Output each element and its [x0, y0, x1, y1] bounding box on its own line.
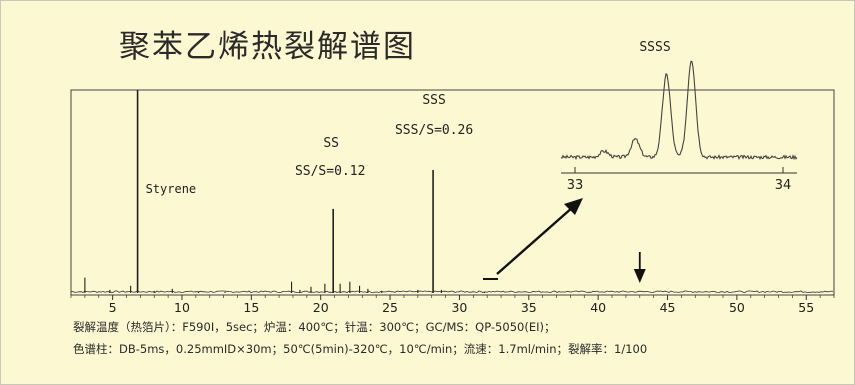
x-tick-label-10: 10 [174, 300, 190, 315]
x-tick-label-5: 5 [109, 300, 117, 315]
inset-arrow-shaft [496, 206, 574, 275]
inset-plot: 33 34 [560, 60, 798, 193]
inset-arrow-head [564, 198, 583, 215]
baseline-trace [70, 290, 834, 293]
annotation-ss-s-0-12: SS/S=0.12 [295, 164, 365, 179]
main-plot: 5 10 15 20 25 30 35 40 45 50 55 Styrene SS SS/S=0.12 S… [70, 40, 835, 315]
x-tick-label-30: 30 [451, 300, 467, 315]
x-tick-label-40: 40 [590, 300, 606, 315]
annotation-styrene: Styrene [146, 182, 197, 196]
x-tick-label-35: 35 [521, 300, 537, 315]
page-title: 聚苯乙烯热裂解谱图 [119, 29, 416, 65]
x-tick-label-15: 15 [243, 300, 259, 315]
annotation-sss-s-0-26: SSS/S=0.26 [395, 123, 473, 138]
annotation-sss: SSS [422, 93, 445, 108]
x-tick-label-55: 55 [798, 300, 814, 315]
x-tick-label-50: 50 [729, 300, 745, 315]
x-tick-label-45: 45 [660, 300, 676, 315]
plot-frame [70, 89, 835, 296]
x-tick-label-20: 20 [313, 300, 329, 315]
down-arrow-head [633, 269, 646, 283]
x-tick-label-25: 25 [382, 300, 398, 315]
pyrolysis-conditions-line-1: 裂解温度（热箔片）：F590I，5sec；炉温：400℃；针温：300℃；GC/… [73, 320, 556, 334]
inset-x-tick-label-34: 34 [775, 178, 792, 193]
annotation-ssss: SSSS [639, 40, 670, 55]
pyrolysis-conditions-line-2: 色谱柱：DB-5ms，0.25mmID×30m；50℃(5min)-320℃，1… [73, 342, 648, 356]
inset-trace [560, 60, 798, 161]
annotation-ss: SS [323, 136, 339, 151]
inset-x-tick-label-33: 33 [567, 178, 584, 193]
